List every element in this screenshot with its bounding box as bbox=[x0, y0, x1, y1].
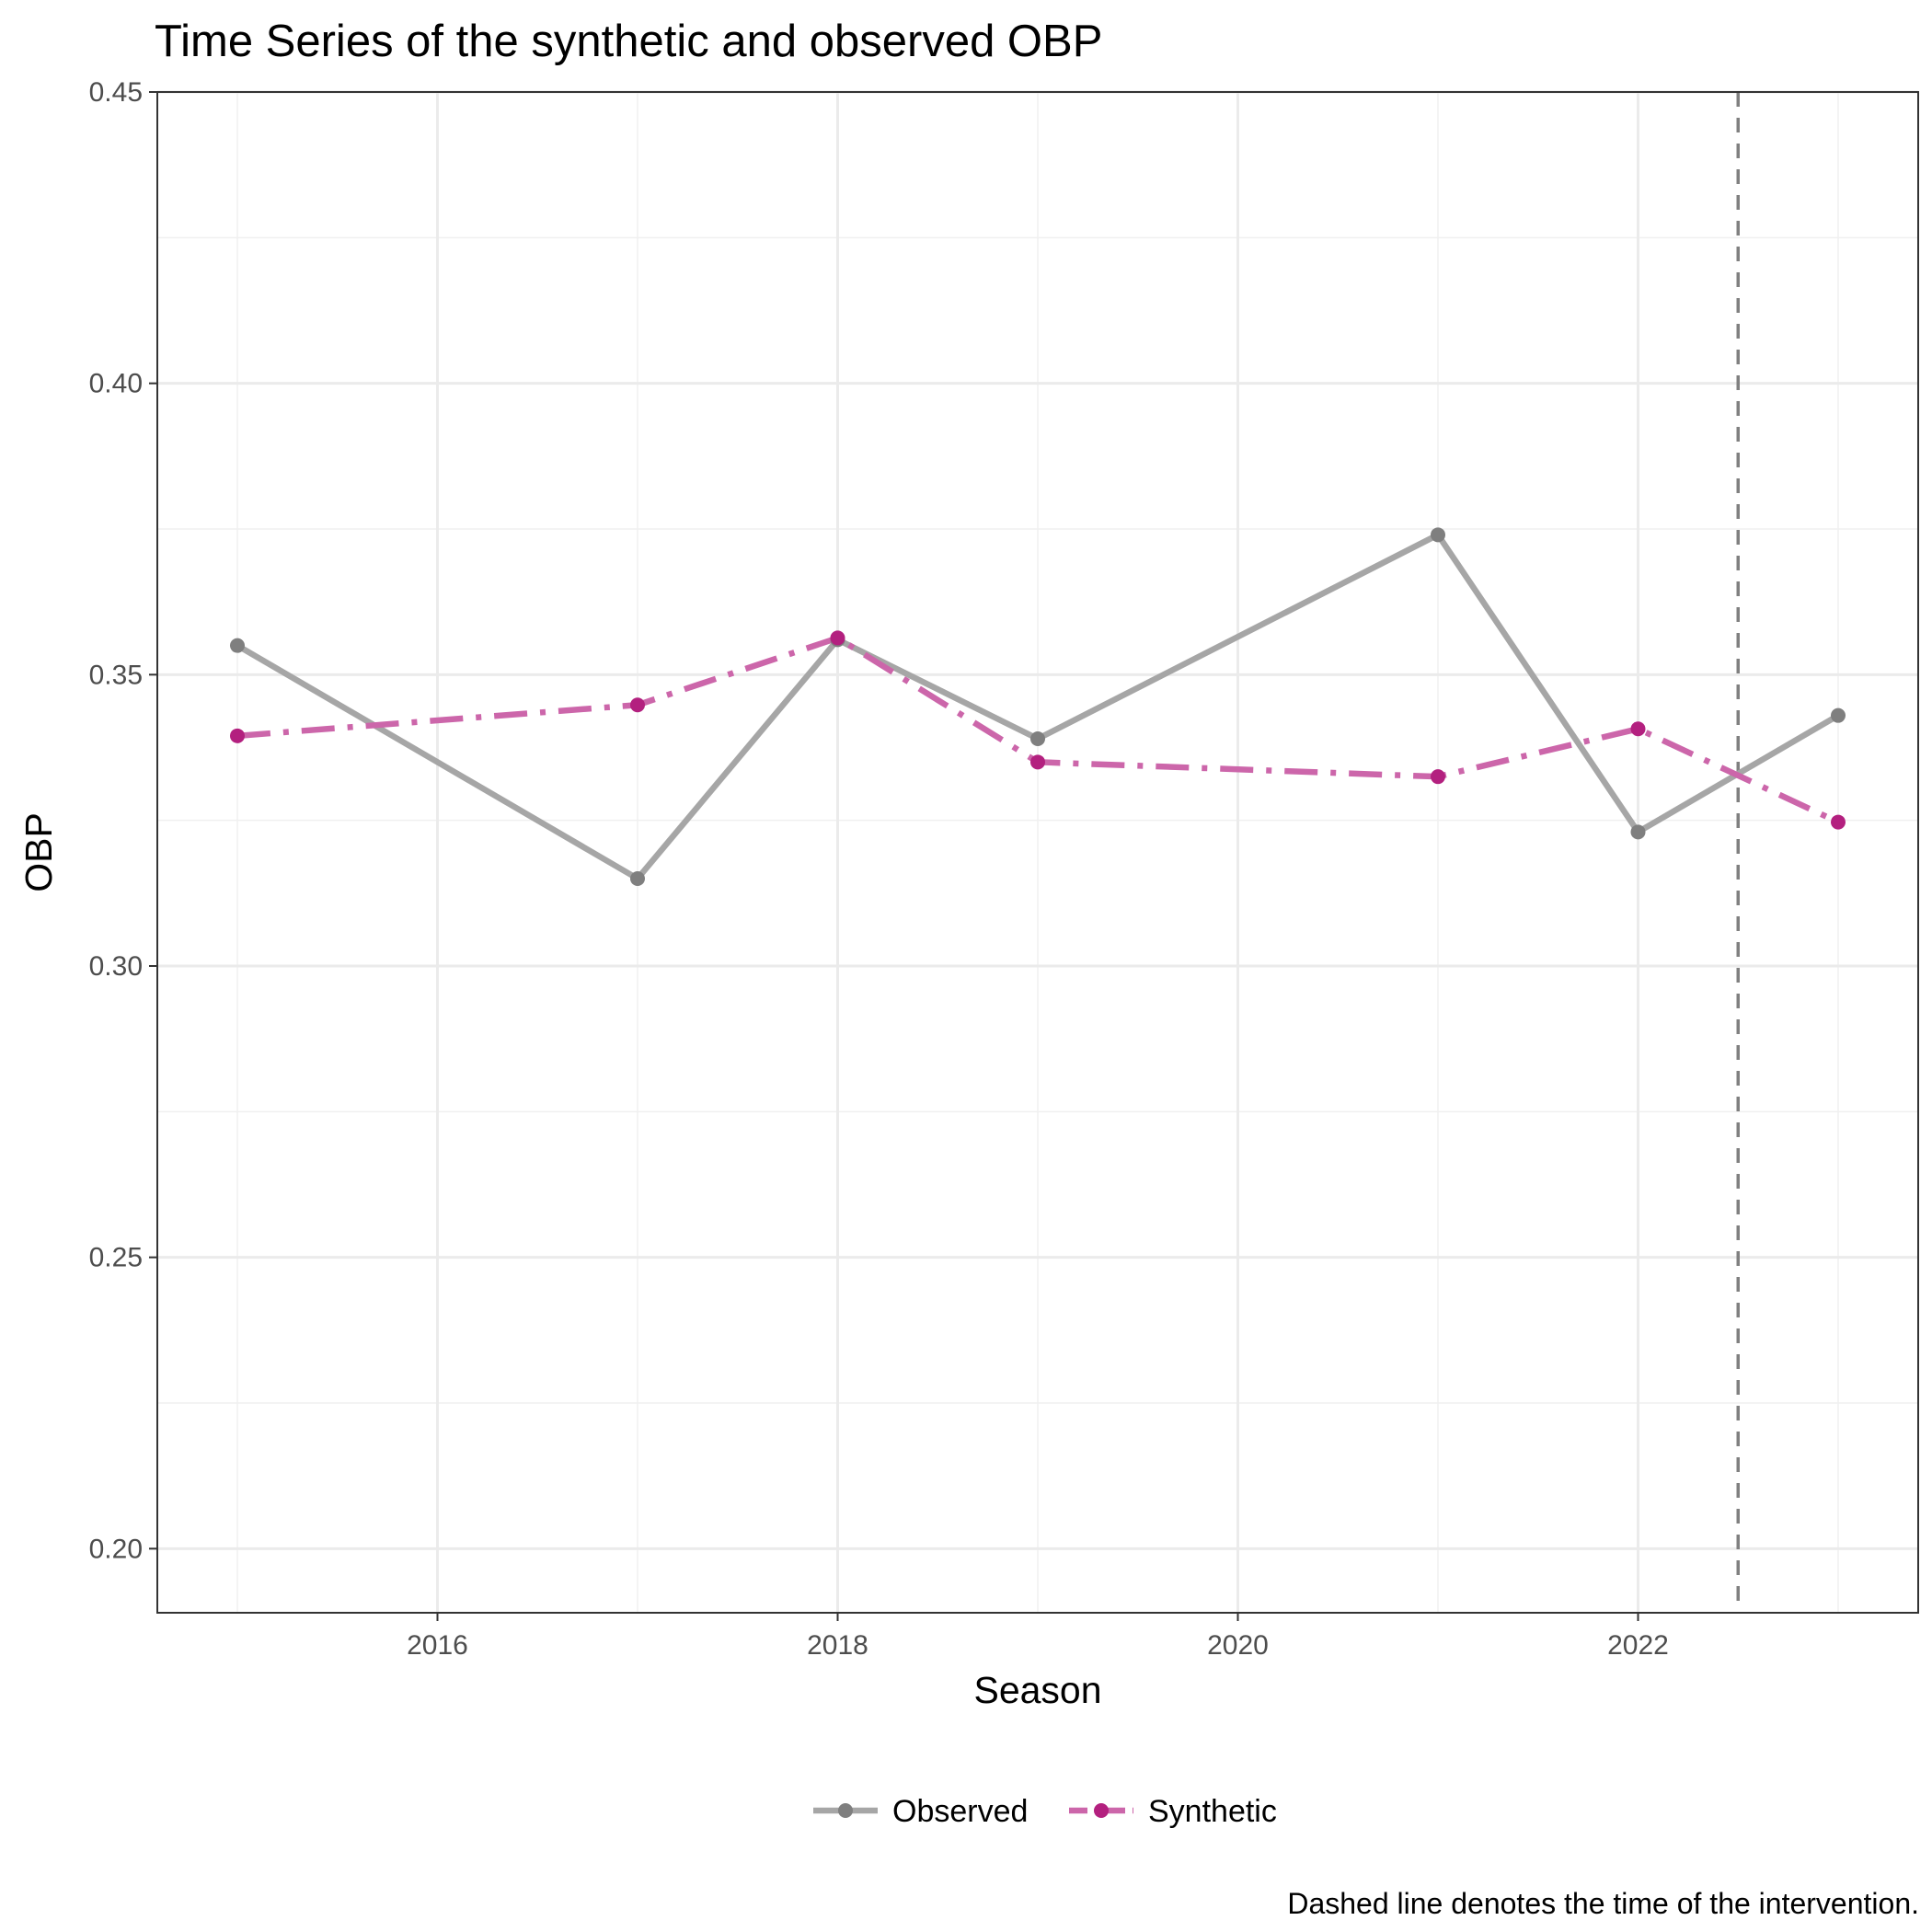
data-point-synthetic bbox=[1030, 754, 1045, 770]
legend-item-observed: Observed bbox=[813, 1794, 1028, 1829]
chart-title: Time Series of the synthetic and observe… bbox=[155, 17, 1102, 66]
data-point-observed bbox=[1630, 824, 1646, 840]
y-tick-label: 0.35 bbox=[89, 660, 143, 690]
legend-key-point bbox=[1094, 1803, 1109, 1818]
data-point-synthetic bbox=[1431, 769, 1445, 785]
data-point-synthetic bbox=[230, 728, 245, 743]
data-point-observed bbox=[1431, 527, 1445, 543]
x-tick-label: 2022 bbox=[1607, 1630, 1669, 1661]
legend: Observed Synthetic bbox=[813, 1794, 1277, 1829]
legend-key-point bbox=[838, 1803, 853, 1818]
caption: Dashed line denotes the time of the inte… bbox=[1287, 1887, 1919, 1920]
y-tick-label: 0.45 bbox=[89, 77, 143, 108]
data-point-synthetic bbox=[1831, 814, 1846, 830]
legend-label: Synthetic bbox=[1148, 1794, 1277, 1829]
panel-border bbox=[156, 91, 1919, 1614]
legend-label: Observed bbox=[892, 1794, 1028, 1829]
data-point-observed bbox=[230, 638, 245, 653]
data-point-observed bbox=[630, 871, 645, 886]
y-tick-label: 0.25 bbox=[89, 1243, 143, 1273]
data-point-synthetic bbox=[630, 697, 645, 713]
y-tick-label: 0.40 bbox=[89, 369, 143, 399]
data-point-synthetic bbox=[830, 630, 845, 646]
data-point-synthetic bbox=[1630, 721, 1646, 737]
data-point-observed bbox=[1831, 707, 1846, 723]
x-tick-label: 2020 bbox=[1207, 1630, 1269, 1661]
y-tick-label: 0.30 bbox=[89, 951, 143, 982]
plot-panel: 0.20 0.25 0.30 0.35 0.40 0.45 2016 2018 2020 2022 bbox=[89, 77, 1919, 1661]
x-tick-label: 2016 bbox=[407, 1630, 468, 1661]
y-tick-label: 0.20 bbox=[89, 1534, 143, 1564]
x-axis-title: Season bbox=[973, 1669, 1101, 1711]
y-axis-title: OBP bbox=[17, 812, 60, 892]
x-tick-label: 2018 bbox=[807, 1630, 868, 1661]
legend-item-synthetic: Synthetic bbox=[1069, 1794, 1277, 1829]
data-point-observed bbox=[1030, 731, 1045, 746]
